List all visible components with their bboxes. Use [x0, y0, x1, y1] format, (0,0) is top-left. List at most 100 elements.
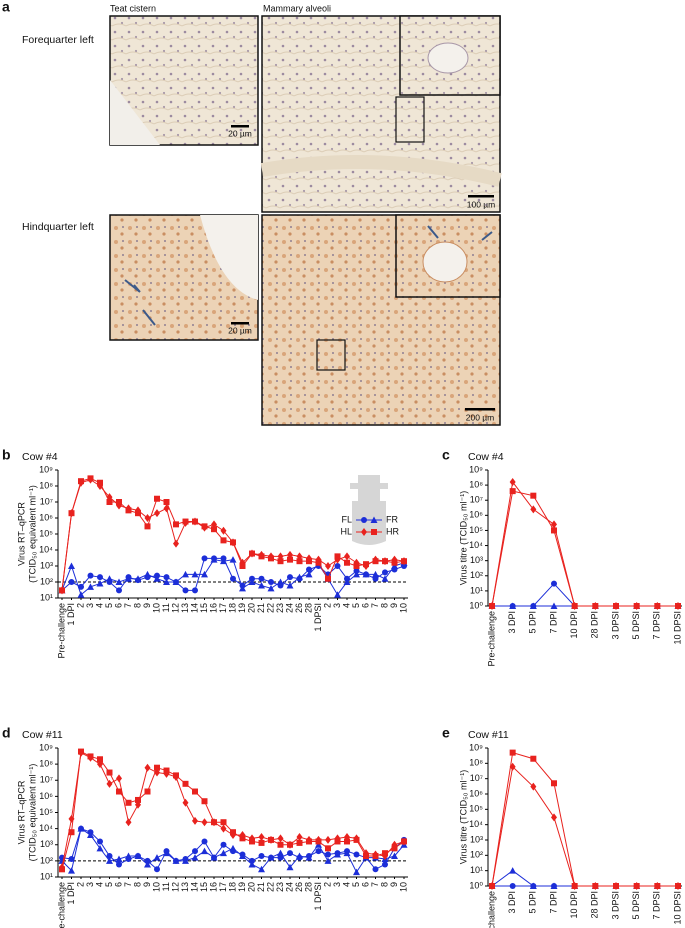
- x-tick-label: 10 DPI: [569, 891, 579, 919]
- marker: [613, 603, 619, 609]
- marker: [258, 853, 265, 860]
- marker: [258, 575, 265, 582]
- chart: e Cow #11 Virus titre (TCID₅₀ ml⁻¹) 10⁰ 10¹ 1…: [442, 725, 682, 928]
- marker: [530, 782, 537, 791]
- x-tick-label: 5: [104, 603, 114, 608]
- x-tick-label: 16: [208, 882, 218, 892]
- chart-title: Cow #11: [468, 729, 509, 741]
- marker: [59, 866, 65, 873]
- x-tick-label: 9: [142, 882, 152, 887]
- scale-bar: [231, 322, 249, 325]
- x-tick-label: 8: [132, 882, 142, 887]
- x-tick-label: 7: [370, 882, 380, 887]
- x-tick-label: Pre-challenge: [56, 603, 66, 659]
- marker: [372, 866, 379, 873]
- marker: [182, 857, 189, 864]
- marker: [248, 860, 256, 868]
- marker: [277, 841, 284, 848]
- marker: [592, 603, 599, 609]
- y-tick-label: 10⁶: [39, 791, 53, 801]
- x-tick-label: 16: [208, 603, 218, 613]
- y-tick-label: 10⁹: [39, 742, 53, 752]
- marker: [97, 756, 103, 763]
- marker: [325, 575, 331, 582]
- x-tick-label: 4: [94, 882, 104, 887]
- marker: [287, 574, 293, 581]
- marker: [296, 852, 303, 860]
- marker: [191, 854, 199, 861]
- marker: [267, 854, 275, 861]
- x-tick-label: 6: [360, 603, 370, 608]
- marker: [529, 602, 537, 609]
- marker: [239, 835, 246, 842]
- legend-label: HR: [386, 526, 399, 536]
- marker: [106, 853, 113, 860]
- marker: [87, 572, 94, 579]
- marker: [125, 799, 132, 806]
- marker: [144, 788, 151, 795]
- marker: [371, 529, 377, 535]
- marker: [249, 550, 255, 557]
- x-tick-label: 12: [170, 603, 180, 613]
- marker: [163, 574, 170, 581]
- panel-letter: b: [2, 447, 11, 463]
- marker: [192, 848, 198, 855]
- x-tick-label: 11: [161, 603, 171, 612]
- marker: [509, 749, 516, 756]
- marker: [144, 514, 151, 522]
- marker: [258, 582, 265, 589]
- series-line: [492, 582, 678, 607]
- marker: [229, 844, 237, 852]
- marker: [353, 567, 360, 574]
- marker: [550, 602, 558, 609]
- y-tick-label: 10⁹: [39, 464, 53, 474]
- marker: [192, 816, 198, 825]
- marker: [315, 838, 322, 845]
- marker: [382, 850, 388, 857]
- marker: [258, 839, 265, 846]
- marker: [258, 553, 265, 560]
- x-tick-label: 8: [379, 603, 389, 608]
- marker: [163, 499, 170, 505]
- x-tick-label: 7 DPSI: [652, 891, 662, 920]
- marker: [191, 570, 199, 578]
- marker: [68, 510, 75, 517]
- marker: [173, 521, 179, 528]
- x-tick-label: 10: [398, 603, 408, 613]
- marker: [529, 882, 537, 889]
- marker: [87, 831, 94, 839]
- marker: [286, 582, 294, 589]
- y-tick-label: 10⁵: [469, 525, 483, 535]
- panel-a: a Teat cistern Mammary alveoli Forequart…: [2, 0, 502, 426]
- marker: [353, 868, 360, 876]
- marker: [675, 883, 681, 889]
- marker: [391, 562, 398, 569]
- marker: [296, 839, 303, 846]
- x-tick-label: 15: [199, 603, 209, 613]
- y-tick-label: 10⁶: [39, 512, 53, 522]
- marker: [343, 578, 351, 585]
- marker: [530, 755, 537, 762]
- lumen: [422, 241, 468, 283]
- marker: [78, 583, 84, 590]
- scale-label: 20 µm: [228, 325, 252, 335]
- scale-label: 100 µm: [467, 199, 496, 209]
- x-tick-label: 5 DPI: [528, 891, 538, 914]
- marker: [201, 838, 208, 845]
- x-tick-label: 18: [227, 603, 237, 613]
- x-tick-label: 23: [275, 603, 285, 613]
- marker: [509, 867, 517, 874]
- marker: [68, 856, 75, 863]
- marker: [87, 475, 94, 482]
- x-tick-label: 28 DPI: [590, 611, 600, 639]
- y-tick-label: 10¹: [470, 865, 483, 875]
- y-tick-label: 10³: [40, 839, 53, 849]
- y-tick-label: 10⁸: [469, 479, 483, 489]
- x-tick-label: 19: [237, 882, 247, 892]
- x-tick-label: 12: [170, 882, 180, 892]
- marker: [97, 838, 103, 845]
- marker: [201, 555, 208, 562]
- y-tick-label: 10³: [470, 834, 483, 844]
- legend-label: FL: [341, 514, 352, 524]
- marker: [173, 539, 179, 548]
